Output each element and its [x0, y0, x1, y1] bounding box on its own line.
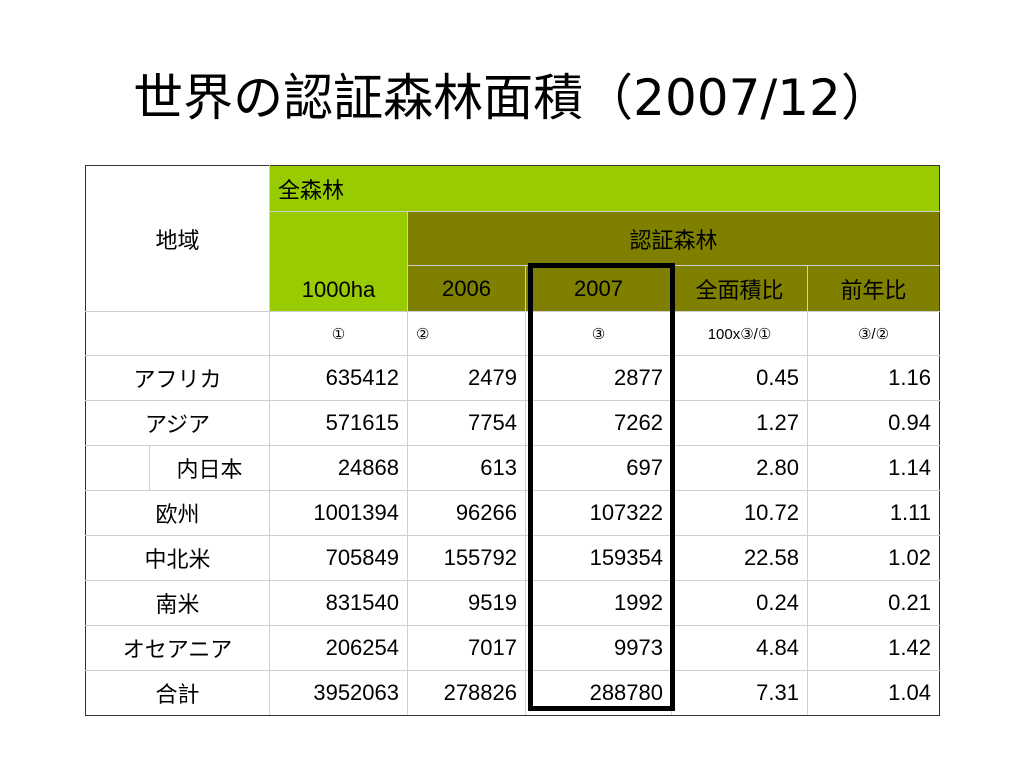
table-row: 欧州 1001394 96266 107322 10.72 1.11 — [85, 490, 940, 536]
region-cell: アジア — [85, 400, 270, 446]
ratio-total-cell: 10.72 — [671, 490, 808, 536]
ratio-prev-cell: 0.21 — [807, 580, 940, 626]
ratio-total-cell: 7.31 — [671, 670, 808, 716]
all-forest-cell: 635412 — [269, 355, 408, 401]
index-row: ① ② ③ 100x③/① ③/② — [85, 311, 940, 356]
cert-2007-cell: 288780 — [525, 670, 672, 716]
index-cell-2: ② — [407, 311, 526, 356]
index-cell-4: 100x③/① — [671, 311, 808, 356]
certified-forest-table: 地域 全森林 1000ha 認証森林 2006 2007 全面積比 前年比 ① … — [85, 165, 940, 716]
ratio-total-cell: 2.80 — [671, 445, 808, 491]
cert-2006-cell: 2479 — [407, 355, 526, 401]
cert-2007-cell: 697 — [525, 445, 672, 491]
cert-2007-cell: 159354 — [525, 535, 672, 581]
cert-2007-cell: 107322 — [525, 490, 672, 536]
ratio-total-cell: 22.58 — [671, 535, 808, 581]
ratio-prev-cell: 1.11 — [807, 490, 940, 536]
table-row: オセアニア 206254 7017 9973 4.84 1.42 — [85, 625, 940, 671]
ratio-total-cell: 4.84 — [671, 625, 808, 671]
ratio-total-cell: 0.45 — [671, 355, 808, 401]
region-cell: 欧州 — [85, 490, 270, 536]
cert-2007-cell: 9973 — [525, 625, 672, 671]
cert-2007-cell: 2877 — [525, 355, 672, 401]
all-forest-cell: 206254 — [269, 625, 408, 671]
cert-2006-cell: 9519 — [407, 580, 526, 626]
cert-2006-cell: 155792 — [407, 535, 526, 581]
region-cell: 合計 — [85, 670, 270, 716]
cert-2007-cell: 7262 — [525, 400, 672, 446]
indent-cell — [85, 445, 150, 491]
ratio-prev-cell: 1.16 — [807, 355, 940, 401]
table-row: アジア 571615 7754 7262 1.27 0.94 — [85, 400, 940, 446]
region-cell: アフリカ — [85, 355, 270, 401]
ratio-total-header: 全面積比 — [671, 265, 808, 312]
table-row: 中北米 705849 155792 159354 22.58 1.02 — [85, 535, 940, 581]
ratio-prev-cell: 1.04 — [807, 670, 940, 716]
all-forest-cell: 1001394 — [269, 490, 408, 536]
table-row: アフリカ 635412 2479 2877 0.45 1.16 — [85, 355, 940, 401]
cert-2006-cell: 7754 — [407, 400, 526, 446]
region-cell: 中北米 — [85, 535, 270, 581]
unit-header: 1000ha — [269, 211, 408, 312]
ratio-prev-cell: 1.02 — [807, 535, 940, 581]
all-forest-cell: 831540 — [269, 580, 408, 626]
region-header: 地域 — [85, 165, 270, 312]
index-cell-1: ① — [269, 311, 408, 356]
all-forest-cell: 24868 — [269, 445, 408, 491]
cert-2006-cell: 613 — [407, 445, 526, 491]
table-row: 南米 831540 9519 1992 0.24 0.21 — [85, 580, 940, 626]
region-cell: 内日本 — [149, 445, 270, 491]
index-cell-5: ③/② — [807, 311, 940, 356]
cert-2006-cell: 96266 — [407, 490, 526, 536]
cert-2006-cell: 7017 — [407, 625, 526, 671]
table-row: 内日本 24868 613 697 2.80 1.14 — [85, 445, 940, 491]
all-forest-cell: 3952063 — [269, 670, 408, 716]
cert-2007-cell: 1992 — [525, 580, 672, 626]
ratio-prev-cell: 1.14 — [807, 445, 940, 491]
ratio-total-cell: 0.24 — [671, 580, 808, 626]
ratio-prev-header: 前年比 — [807, 265, 940, 312]
region-cell: 南米 — [85, 580, 270, 626]
region-cell: オセアニア — [85, 625, 270, 671]
year-2007-header: 2007 — [525, 265, 672, 312]
ratio-total-cell: 1.27 — [671, 400, 808, 446]
all-forest-header: 全森林 — [269, 165, 940, 212]
index-blank-cell — [85, 311, 270, 356]
ratio-prev-cell: 0.94 — [807, 400, 940, 446]
index-cell-3: ③ — [525, 311, 672, 356]
slide-title: 世界の認証森林面積（2007/12） — [133, 69, 891, 127]
year-2006-header: 2006 — [407, 265, 526, 312]
ratio-prev-cell: 1.42 — [807, 625, 940, 671]
forest-table-container: 地域 全森林 1000ha 認証森林 2006 2007 全面積比 前年比 ① … — [85, 165, 940, 716]
cert-2006-cell: 278826 — [407, 670, 526, 716]
all-forest-cell: 705849 — [269, 535, 408, 581]
all-forest-cell: 571615 — [269, 400, 408, 446]
certified-forest-header: 認証森林 — [407, 211, 940, 266]
total-row: 合計 3952063 278826 288780 7.31 1.04 — [85, 670, 940, 716]
